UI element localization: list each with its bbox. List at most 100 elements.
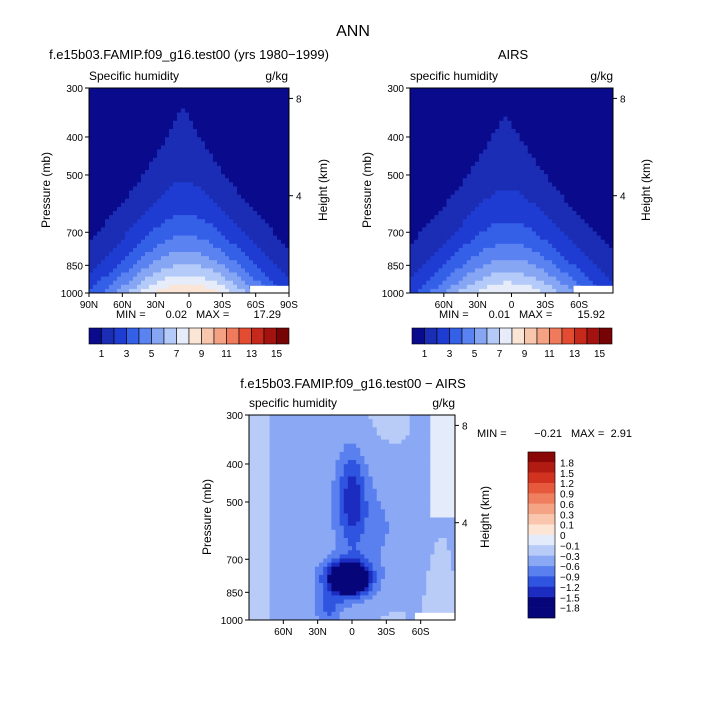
- field-cell: [491, 227, 496, 232]
- field-cell: [499, 198, 504, 204]
- field-cell: [454, 149, 460, 154]
- field-cell: [133, 223, 138, 228]
- field-cell: [608, 100, 613, 105]
- field-cell: [141, 280, 146, 286]
- field-cell: [418, 161, 423, 167]
- field-cell: [535, 235, 541, 241]
- field-cell: [523, 170, 529, 175]
- field-cell: [458, 268, 464, 273]
- field-cell: [466, 231, 472, 236]
- field-cell: [117, 165, 122, 171]
- field-cell: [125, 276, 130, 282]
- field-cell: [584, 190, 590, 195]
- field-cell: [205, 223, 210, 228]
- field-cell: [576, 182, 581, 187]
- field-cell: [450, 215, 456, 220]
- field-cell: [145, 288, 150, 293]
- field-cell: [454, 280, 460, 286]
- field-cell: [442, 104, 447, 109]
- field-cell: [495, 190, 500, 195]
- field-cell: [539, 268, 545, 273]
- field-cell: [105, 149, 110, 154]
- field-cell: [499, 153, 504, 159]
- field-cell: [539, 219, 545, 224]
- field-cell: [483, 198, 488, 204]
- field-cell: [430, 284, 435, 290]
- field-cell: [201, 112, 206, 118]
- field-cell: [556, 268, 561, 273]
- field-cell: [466, 223, 472, 228]
- field-cell: [543, 133, 549, 138]
- field-cell: [161, 247, 166, 253]
- field-cell: [466, 219, 472, 224]
- field-cell: [572, 268, 577, 273]
- field-cell: [426, 243, 431, 249]
- field-cell: [137, 161, 142, 167]
- field-cell: [201, 264, 206, 269]
- field-cell: [450, 284, 456, 290]
- field-cell: [564, 280, 569, 286]
- field-cell: [592, 247, 598, 253]
- field-cell: [592, 260, 598, 265]
- field-cell: [491, 124, 496, 130]
- field-cell: [173, 198, 178, 204]
- field-cell: [145, 161, 150, 167]
- field-cell: [273, 129, 278, 134]
- field-cell: [600, 276, 606, 282]
- field-cell: [93, 174, 98, 179]
- field-cell: [217, 252, 222, 257]
- field-cell: [438, 215, 443, 220]
- field-cell: [157, 223, 162, 228]
- field-cell: [426, 190, 431, 195]
- field-cell: [608, 215, 613, 220]
- field-cell: [604, 165, 610, 171]
- field-cell: [253, 194, 258, 200]
- field-cell: [604, 153, 610, 159]
- field-cell: [181, 108, 186, 113]
- field-cell: [446, 206, 451, 212]
- field-cell: [221, 104, 226, 109]
- field-cell: [193, 235, 198, 241]
- field-cell: [213, 264, 218, 269]
- field-cell: [474, 124, 480, 130]
- field-cell: [560, 247, 565, 253]
- field-cell: [217, 284, 222, 290]
- field-cell: [281, 276, 286, 282]
- field-cell: [137, 165, 142, 171]
- field-cell: [434, 161, 439, 167]
- field-cell: [491, 280, 496, 286]
- field-cell: [592, 96, 598, 101]
- field-cell: [165, 116, 170, 122]
- field-cell: [560, 108, 565, 113]
- field-cell: [483, 92, 488, 97]
- field-cell: [552, 104, 557, 109]
- field-cell: [169, 272, 174, 277]
- field-cell: [193, 247, 198, 253]
- field-cell: [193, 149, 198, 154]
- field-cell: [205, 120, 210, 126]
- field-cell: [145, 264, 150, 269]
- field-cell: [596, 186, 602, 191]
- field-cell: [129, 223, 134, 228]
- field-cell: [161, 124, 166, 130]
- field-cell: [539, 178, 545, 183]
- field-cell: [576, 223, 581, 228]
- field-cell: [277, 194, 282, 200]
- field-cell: [225, 215, 230, 220]
- field-cell: [499, 284, 504, 290]
- field-cell: [221, 223, 226, 228]
- field-cell: [145, 108, 150, 113]
- field-cell: [201, 219, 206, 224]
- field-cell: [535, 202, 541, 208]
- field-cell: [483, 264, 488, 269]
- field-cell: [450, 124, 456, 130]
- field-cell: [137, 178, 142, 183]
- field-cell: [479, 157, 484, 163]
- field-cell: [576, 198, 581, 204]
- field-cell: [519, 247, 525, 253]
- field-cell: [483, 112, 488, 118]
- field-cell: [253, 137, 258, 142]
- field-cell: [237, 165, 242, 171]
- field-cell: [523, 96, 529, 101]
- field-cell: [97, 288, 102, 293]
